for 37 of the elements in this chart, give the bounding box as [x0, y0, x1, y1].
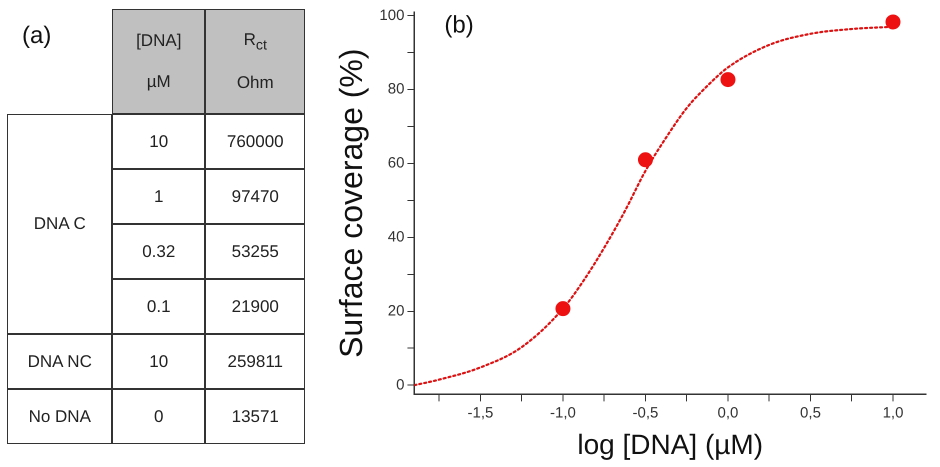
text: 10: [149, 352, 168, 372]
point: [555, 301, 570, 316]
y-axis-title: Surface coverage (%): [333, 48, 370, 358]
text: 97470: [232, 186, 279, 207]
x-tick-label: -0,5: [632, 404, 658, 422]
text: 10: [149, 132, 168, 152]
text: DNA NC: [28, 352, 92, 372]
x-tick-label: -1,0: [550, 404, 576, 422]
y-tick-label: 60: [388, 154, 404, 172]
y-tick-label: 20: [388, 302, 404, 320]
x-axis-title: log [DNA] (µM): [577, 428, 764, 460]
point: [638, 152, 653, 168]
text: 0: [154, 406, 164, 427]
text: [DNA] µM: [136, 31, 182, 92]
point: [720, 72, 736, 88]
y-tick-label: 0: [396, 376, 404, 394]
text: 1: [154, 186, 164, 207]
text: 0.1: [146, 296, 171, 317]
x-tick-label: -1,5: [468, 404, 494, 422]
x-tick-label: 0,0: [718, 404, 738, 422]
text: 21900: [232, 296, 279, 317]
y-tick-label: 40: [388, 228, 404, 246]
text: 13571: [232, 406, 279, 427]
text: 53255: [232, 242, 279, 262]
point: [885, 14, 900, 30]
text: R$_{ct}$ Ohm: [236, 30, 274, 92]
text: DNA C: [34, 214, 86, 234]
text: No DNA: [28, 406, 91, 427]
x-tick-label: 1,0: [882, 404, 904, 422]
text: 760000: [226, 132, 284, 152]
text: (a): [22, 22, 52, 50]
x-tick-label: 0,5: [800, 404, 821, 422]
annotation: (b): [444, 12, 474, 39]
y-tick-label: 100: [379, 6, 404, 24]
text: 0.32: [142, 242, 176, 262]
y-tick-label: 80: [388, 80, 404, 98]
text: 259811: [228, 352, 283, 372]
